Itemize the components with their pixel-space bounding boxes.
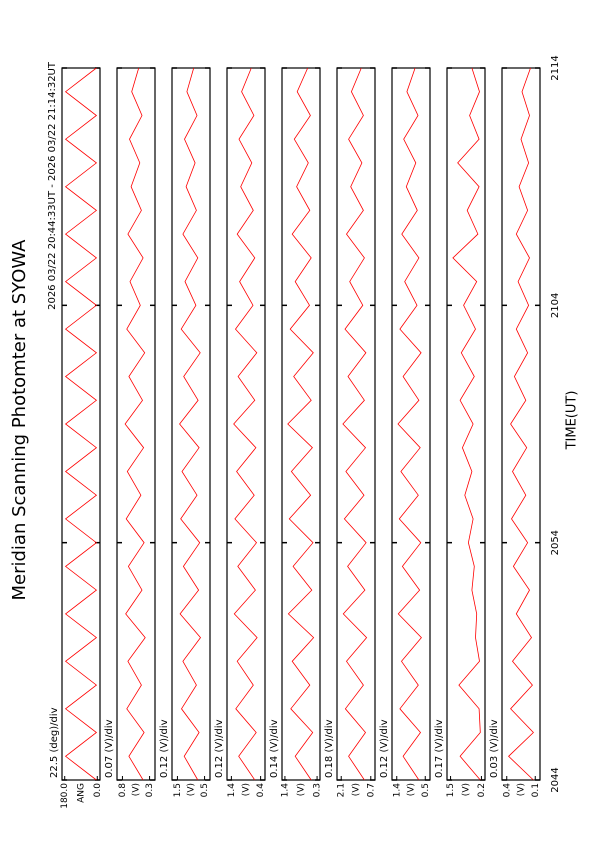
y-axis-label: (V): [352, 783, 362, 796]
panel-scale-label: 22.5 (deg)/div: [49, 707, 60, 778]
y-tick-label: 0.8: [118, 783, 128, 798]
data-line: [397, 67, 422, 781]
panel-frame: [501, 67, 541, 781]
y-axis-label: (V): [462, 783, 472, 796]
y-tick-label: 0.3: [145, 783, 155, 797]
panel-frame: [281, 67, 321, 781]
panel-scale-label: 0.14 (V)/div: [269, 719, 280, 778]
y-tick-label: 1.4: [280, 783, 290, 798]
data-line: [287, 67, 315, 781]
y-axis-label: (V): [132, 783, 142, 796]
y-tick-label: 0.1: [531, 783, 541, 797]
data-line: [452, 67, 481, 781]
x-axis-label: TIME(UT): [565, 391, 580, 451]
x-tick-label: 2114: [550, 55, 561, 80]
x-tick-label: 2104: [550, 293, 561, 318]
y-axis-label: (V): [242, 783, 252, 796]
x-tick-label: 2054: [550, 530, 561, 555]
panel-frame: [116, 67, 156, 781]
y-tick-label: 0.2: [477, 783, 487, 797]
y-axis-label: (V): [407, 783, 417, 796]
panel-scale-label: 0.17 (V)/div: [434, 719, 445, 778]
panel-frame: [446, 67, 486, 781]
data-line: [342, 67, 368, 781]
y-tick-label: 0.0: [93, 783, 103, 798]
panel-scale-label: 0.12 (V)/div: [214, 719, 225, 778]
data-line: [233, 67, 258, 781]
landscape-frame: Meridian Scanning Photomter at SYOWA 202…: [9, 55, 580, 808]
y-tick-label: 1.5: [446, 783, 456, 797]
y-tick-label: 0.3: [313, 783, 323, 797]
y-tick-label: 0.5: [200, 783, 210, 797]
panel-frame: [226, 67, 266, 781]
y-tick-label: 1.4: [392, 783, 402, 798]
y-tick-label: 2.1: [337, 783, 347, 797]
panel-frame: [171, 67, 211, 781]
y-axis-label: ANG: [77, 783, 87, 803]
chart-subtitle: 2026 03/22 20:44:33UT - 2026 03/22 21:14…: [47, 61, 58, 310]
y-axis-label: (V): [187, 783, 197, 796]
panel-frame: [336, 67, 376, 781]
y-tick-label: 0.4: [502, 783, 512, 798]
x-tick-label: 2044: [550, 767, 561, 792]
panel-scale-label: 0.03 (V)/div: [489, 719, 500, 778]
panel-scale-label: 0.12 (V)/div: [379, 719, 390, 778]
chart-title: Meridian Scanning Photomter at SYOWA: [9, 239, 30, 601]
panel-frame: [61, 67, 101, 781]
panel-frame: [391, 67, 431, 781]
y-tick-label: 0.5: [421, 783, 431, 797]
panel-scale-label: 0.07 (V)/div: [104, 719, 115, 778]
data-line: [179, 67, 202, 781]
data-line: [124, 67, 146, 781]
y-tick-label: 1.4: [227, 783, 237, 798]
data-line: [64, 67, 98, 781]
panel-scale-label: 0.12 (V)/div: [159, 719, 170, 778]
y-tick-label: 0.7: [366, 783, 376, 797]
y-tick-label: 180.0: [60, 783, 70, 809]
y-tick-label: 1.5: [173, 783, 183, 797]
y-axis-label: (V): [517, 783, 527, 796]
y-tick-label: 0.4: [256, 783, 266, 798]
y-axis-label: (V): [297, 783, 307, 796]
data-line: [508, 67, 534, 781]
panel-scale-label: 0.18 (V)/div: [324, 719, 335, 778]
